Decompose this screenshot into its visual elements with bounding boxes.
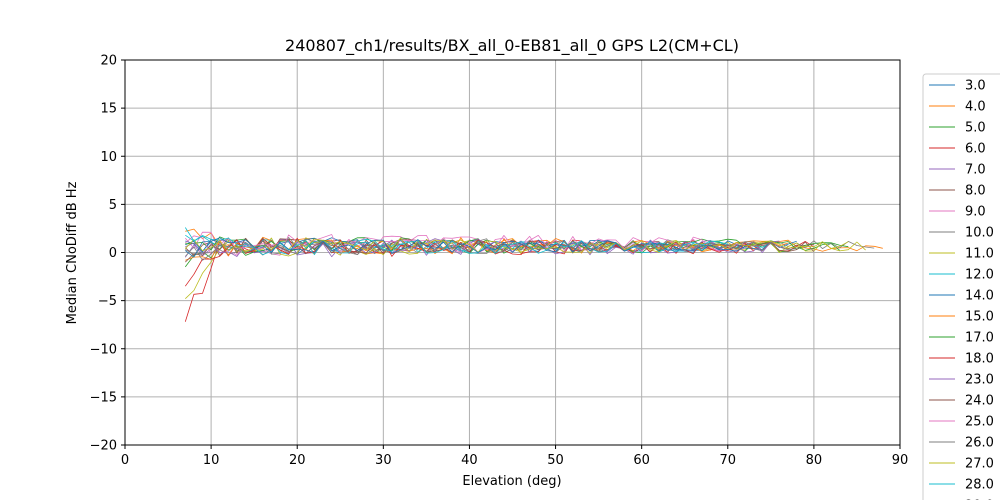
legend-label: 17.0	[965, 331, 994, 346]
y-tick-label: 5	[109, 198, 117, 213]
chart-title: 240807_ch1/results/BX_all_0-EB81_all_0 G…	[285, 36, 739, 56]
legend-label: 29.0	[965, 499, 994, 500]
legend-label: 4.0	[965, 100, 986, 115]
x-tick-label: 60	[633, 453, 650, 468]
legend-label: 25.0	[965, 415, 994, 430]
legend-label: 24.0	[965, 394, 994, 409]
legend-label: 23.0	[965, 373, 994, 388]
y-tick-label: 15	[100, 102, 117, 117]
x-tick-label: 80	[806, 453, 823, 468]
x-tick-label: 20	[289, 453, 306, 468]
legend-label: 11.0	[965, 247, 994, 262]
x-tick-label: 10	[203, 453, 220, 468]
series-line	[184, 231, 729, 256]
series-line	[185, 238, 780, 257]
y-tick-label: −10	[90, 342, 117, 357]
y-axis-label: Median CNoDiff dB Hz	[65, 181, 80, 324]
legend-label: 8.0	[965, 184, 986, 199]
legend-label: 26.0	[965, 436, 994, 451]
legend-label: 15.0	[965, 310, 994, 325]
legend-label: 6.0	[965, 142, 986, 157]
series-line	[185, 234, 746, 255]
legend: 3.0 4.0 5.0 6.0 7.0 8.0 9.0 10.0 11.0 12.0 14.0 15.…	[922, 73, 1000, 500]
y-tick-label: 20	[100, 54, 117, 69]
legend-label: 18.0	[965, 352, 994, 367]
x-tick-label: 0	[121, 453, 129, 468]
x-axis-label: Elevation (deg)	[462, 474, 561, 489]
legend-label: 14.0	[965, 289, 994, 304]
series-line	[185, 234, 771, 255]
y-tick-label: −20	[90, 439, 117, 454]
legend-label: 7.0	[965, 163, 986, 178]
series-line	[185, 237, 746, 258]
legend-label: 9.0	[965, 205, 986, 220]
series-line	[185, 238, 797, 261]
y-tick-label: −5	[98, 294, 117, 309]
legend-label: 10.0	[965, 226, 994, 241]
legend-label: 27.0	[965, 457, 994, 472]
legend-label: 28.0	[965, 478, 994, 493]
series-lines	[184, 227, 883, 322]
legend-label: 5.0	[965, 121, 986, 136]
y-tick-label: 10	[100, 150, 117, 165]
x-tick-label: 50	[547, 453, 564, 468]
legend-label: 3.0	[965, 79, 986, 94]
x-tick-label: 30	[375, 453, 392, 468]
y-tick-label: 0	[109, 246, 117, 261]
legend-box	[922, 73, 1000, 500]
series-line	[185, 237, 849, 253]
x-tick-label: 70	[720, 453, 737, 468]
legend-label: 12.0	[965, 268, 994, 283]
x-tick-label: 40	[461, 453, 478, 468]
x-tick-label: 90	[892, 453, 909, 468]
y-tick-label: −15	[90, 390, 117, 405]
